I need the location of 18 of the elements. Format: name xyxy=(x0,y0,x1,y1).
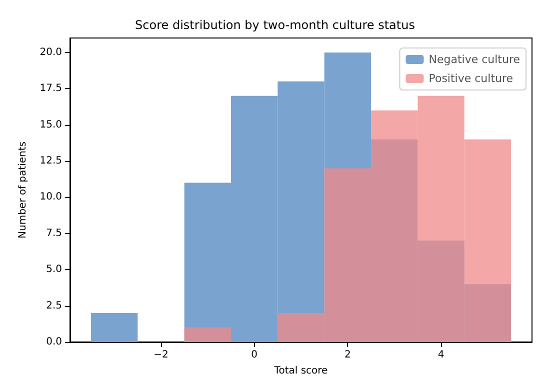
y-tick-label: 7.5 xyxy=(46,228,62,239)
legend-label: Negative culture xyxy=(428,53,520,66)
legend-label: Positive culture xyxy=(428,72,514,85)
y-tick-label: 2.5 xyxy=(46,300,62,312)
y-axis-title: Number of patients xyxy=(18,142,28,238)
y-tick-label: 20.0 xyxy=(40,46,62,58)
y-tick-label: 5.0 xyxy=(46,264,62,276)
x-tick-label: −2 xyxy=(154,350,168,360)
x-tick-label: 0 xyxy=(251,350,258,360)
y-tick-label: 17.5 xyxy=(40,83,62,94)
y-tick-label: 12.5 xyxy=(40,156,62,167)
y-tick-label: 15.0 xyxy=(40,119,62,130)
y-tick-label: 0.0 xyxy=(46,336,62,348)
y-tick-label: 10.0 xyxy=(40,192,62,203)
x-tick-label: 4 xyxy=(438,350,444,360)
chart-title: Score distribution by two-month culture status xyxy=(135,18,415,32)
x-axis-title: Total score xyxy=(273,366,328,376)
x-tick-label: 2 xyxy=(344,350,351,360)
